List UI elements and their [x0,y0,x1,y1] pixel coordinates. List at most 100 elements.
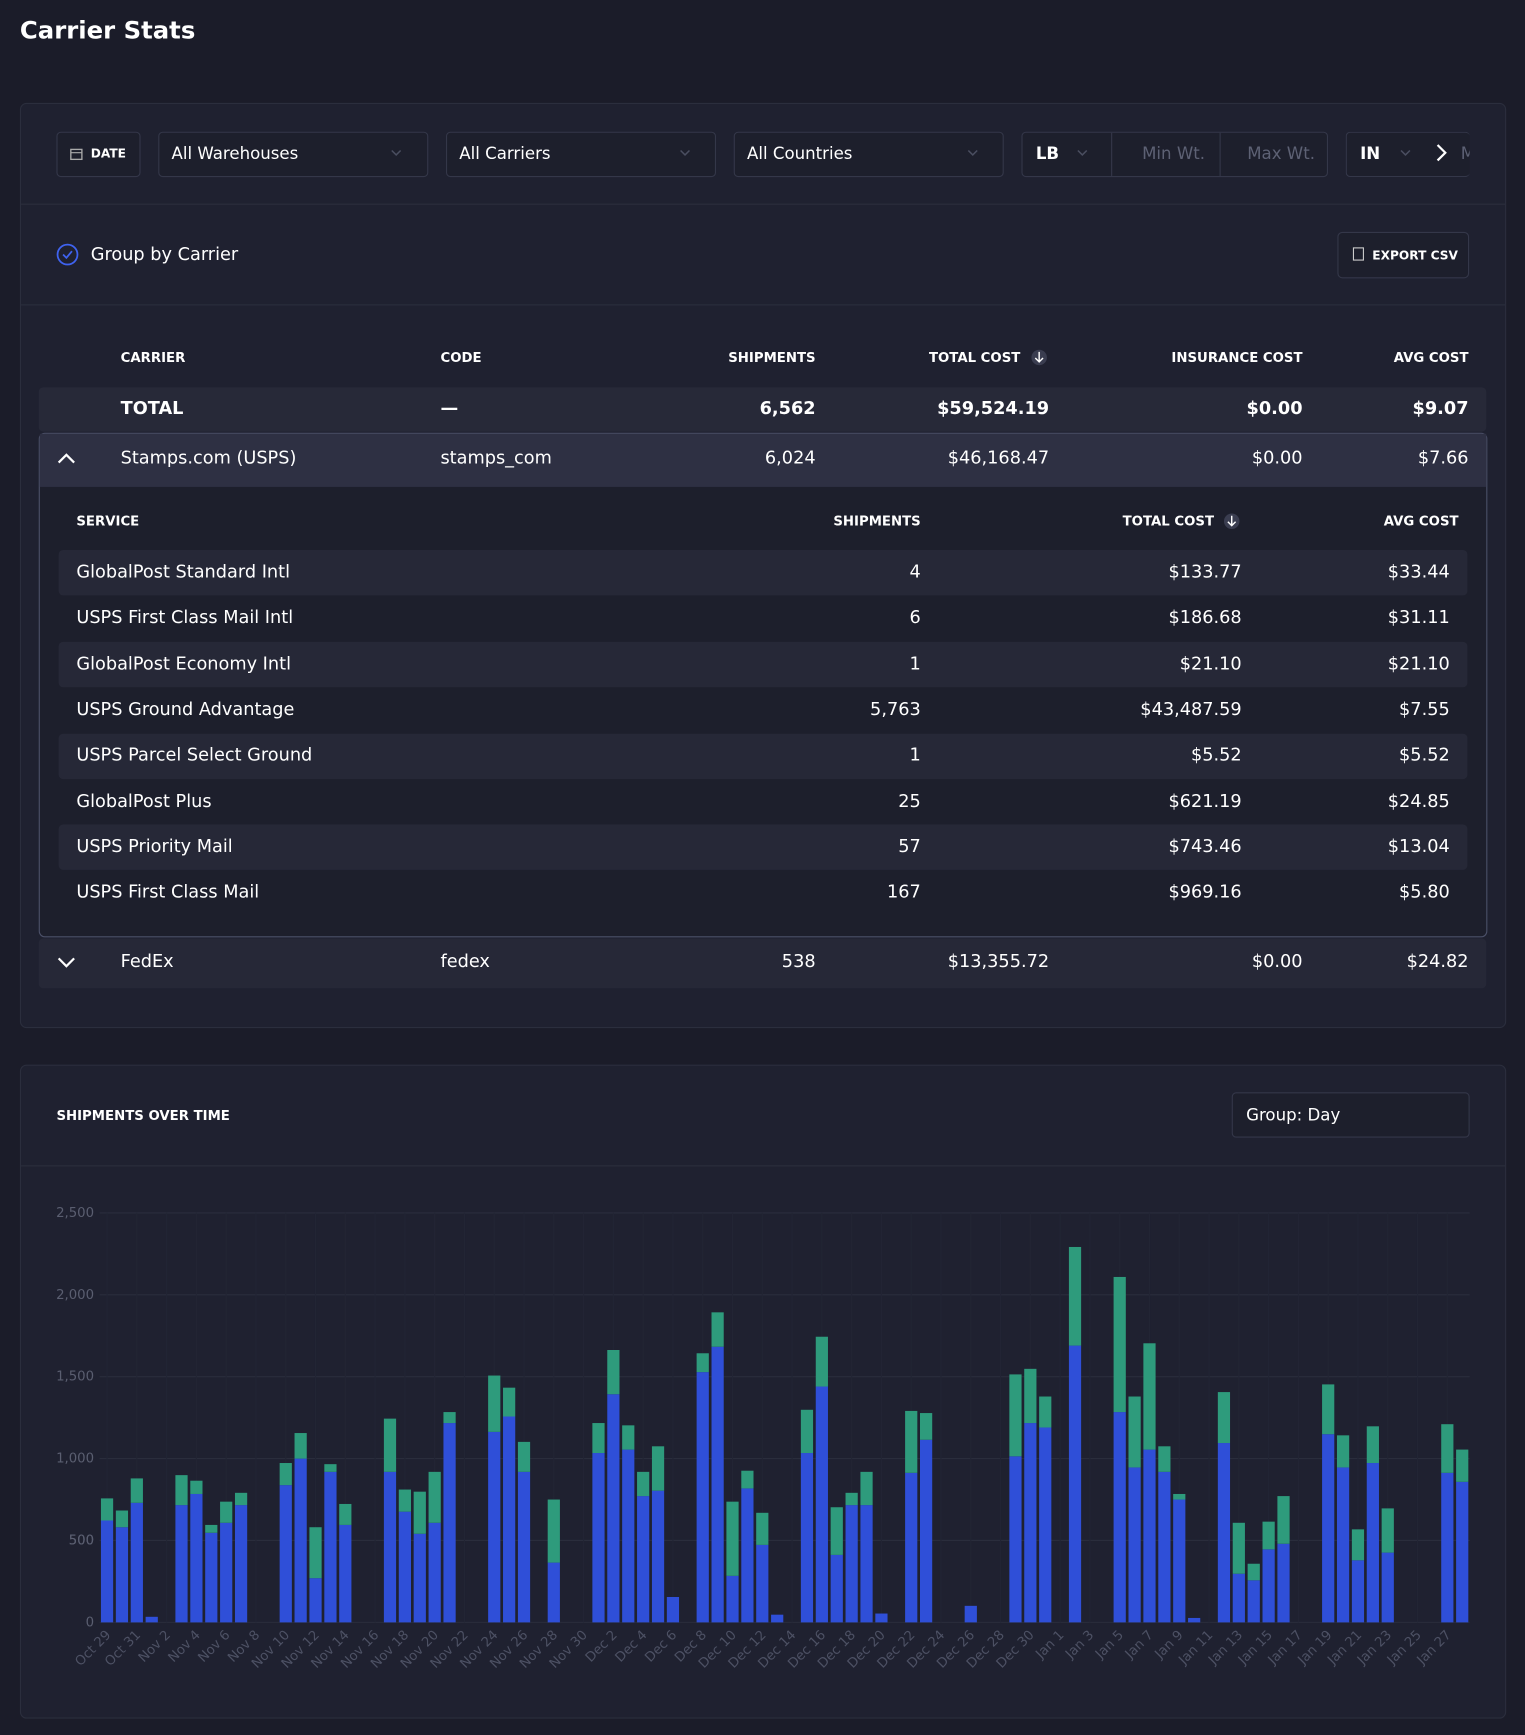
bar-segment [1068,1246,1082,1346]
filter-value[interactable]: All Carriers [459,143,551,164]
bar-segment [1336,1435,1350,1468]
collapse-icon[interactable] [57,453,75,464]
bar-segment [711,1312,724,1347]
service-cell: $7.55 [1399,698,1450,720]
carrier-row[interactable] [39,433,1487,487]
service-cell: 1 [909,743,921,765]
service-cell: USPS First Class Mail Intl [76,606,294,628]
service-cell: USPS First Class Mail [76,881,260,903]
carrier-cell: stamps_com [440,447,552,469]
bar-segment [100,1520,114,1623]
bar-segment [1039,1396,1052,1428]
checkbox[interactable] [56,243,79,266]
divider [21,1165,1506,1167]
service-cell: USPS Ground Advantage [76,698,295,720]
bar-segment [919,1413,933,1440]
group-select[interactable] [1231,1092,1470,1138]
bar-segment [1456,1449,1469,1482]
bar-segment [726,1575,739,1623]
filter-value[interactable]: All Warehouses [171,143,299,164]
bar-segment [1381,1508,1394,1553]
carrier-cell: $0.00 [1251,447,1303,469]
bar-segment [115,1510,129,1528]
bar-segment [711,1346,724,1623]
bar-segment [1232,1573,1245,1623]
export-label[interactable]: EXPORT CSV [1372,248,1458,263]
bar-segment [1128,1467,1141,1623]
input-placeholder[interactable]: Max Wt. [1247,143,1316,164]
unit-value[interactable]: IN [1360,143,1381,164]
clipped-field: M [1461,146,1470,163]
check [62,250,73,260]
x-tick-label: Jan 7 [1122,1628,1157,1663]
bar-segment [1039,1427,1052,1623]
weight-group [1021,131,1329,178]
bar-segment [800,1409,814,1454]
sort-icon[interactable] [1031,349,1047,366]
carrier-select[interactable] [445,131,717,178]
service-cell: USPS Parcel Select Ground [76,743,313,765]
bar-segment [428,1471,441,1523]
service-cell: 167 [886,881,921,903]
bar-segment [1217,1443,1231,1623]
service-header: SERVICE [76,513,140,529]
bar-segment [115,1527,129,1623]
bar-segment [815,1386,828,1623]
total-cell: $0.00 [1246,397,1303,419]
warehouse-select[interactable] [158,131,429,178]
carrier-row[interactable] [38,938,1487,989]
bar-segment [666,1596,680,1623]
input-placeholder[interactable]: Min Wt. [1142,143,1206,164]
bar-segment [1456,1481,1469,1623]
bar-segment [592,1453,605,1623]
carrier-cell: 6,024 [764,447,816,469]
bar-segment [919,1439,933,1623]
bar-segment [860,1471,873,1506]
bar-segment [517,1471,531,1623]
bar-segment [294,1458,307,1623]
bar-segment [815,1336,828,1387]
service-cell: $5.80 [1399,881,1450,903]
column-header: INSURANCE COST [1171,349,1303,366]
sort-icon[interactable] [1223,513,1240,529]
bar-segment [1351,1529,1365,1561]
bar-segment [220,1522,233,1623]
x-tick-label: Dec 4 [613,1628,651,1666]
bar-segment [1173,1493,1186,1500]
bar-segment [130,1502,143,1623]
expand-icon[interactable] [57,957,75,968]
export-button[interactable] [1337,231,1470,279]
bar-segment [324,1471,337,1623]
divider [21,203,1506,205]
bar-segment [1381,1552,1394,1623]
service-cell: USPS Priority Mail [76,835,233,857]
country-select[interactable] [733,131,1004,178]
scroll-right[interactable] [1436,144,1447,162]
bar-segment [1009,1456,1022,1623]
service-cell: 57 [898,835,921,857]
date-label[interactable]: DATE [90,146,126,162]
carrier-cell: Stamps.com (USPS) [120,447,297,469]
group-label[interactable]: Group by Carrier [90,243,239,265]
bar-segment [1366,1426,1379,1464]
x-tick-label: Nov 6 [196,1628,234,1666]
bar-segment [651,1446,665,1491]
bar-segment [324,1464,337,1472]
bar-segment [339,1503,352,1525]
x-tick-label: Nov 2 [136,1628,174,1666]
x-tick-label: Jan 3 [1062,1628,1097,1663]
column-header: CODE [440,349,482,366]
service-header: SHIPMENTS [833,513,921,529]
bar-segment [339,1524,352,1623]
service-header: TOTAL COST [1122,513,1215,529]
bar-segment [1322,1384,1335,1435]
divider [1219,132,1221,176]
dimension-group[interactable] [1345,131,1470,178]
filter-value[interactable]: All Countries [747,143,853,164]
total-cell: $59,524.19 [937,397,1050,419]
bar-segment [175,1505,188,1623]
unit-value[interactable]: LB [1035,143,1060,164]
group-select-value[interactable]: Group: Day [1246,1105,1341,1125]
